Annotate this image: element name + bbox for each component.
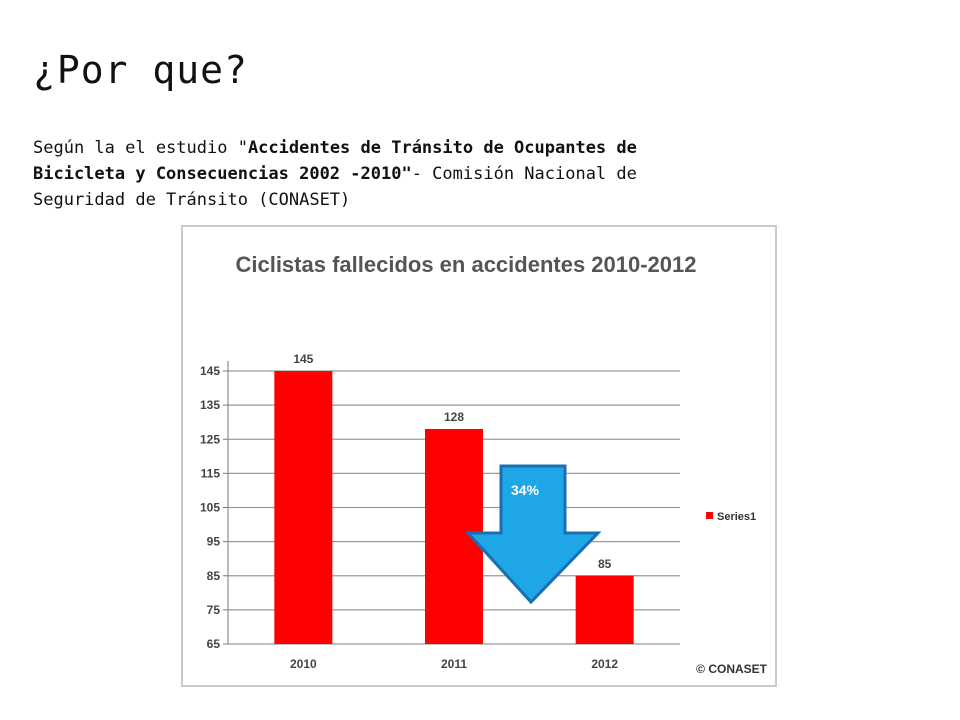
y-tick-label: 85 bbox=[207, 569, 221, 583]
x-tick-label-2010: 2010 bbox=[290, 657, 317, 671]
y-tick-label: 95 bbox=[207, 535, 221, 549]
source-text: Según la el estudio "Accidentes de Tráns… bbox=[33, 135, 733, 213]
bars-layer: 145 2010 128 2011 85 2012 bbox=[274, 352, 634, 671]
source-prefix: Según la el estudio " bbox=[33, 138, 248, 158]
y-tick-label: 125 bbox=[200, 432, 220, 446]
x-tick-label-2012: 2012 bbox=[591, 657, 618, 671]
data-label-2012: 85 bbox=[598, 557, 612, 571]
credit-label: © CONASET bbox=[696, 662, 768, 676]
bar-2012 bbox=[575, 575, 634, 644]
data-label-2010: 145 bbox=[293, 352, 313, 366]
x-tick-label-2011: 2011 bbox=[441, 657, 467, 671]
y-tick-label: 115 bbox=[201, 466, 221, 480]
y-tick-label: 135 bbox=[200, 398, 220, 412]
data-label-2011: 128 bbox=[444, 410, 464, 424]
study-title: Accidentes de Tránsito de Ocupantes de B… bbox=[33, 138, 637, 184]
down-arrow-icon bbox=[464, 464, 602, 605]
y-tick-label: 75 bbox=[207, 603, 221, 617]
y-tick-label: 105 bbox=[200, 501, 220, 515]
chart-frame: 65 75 85 95 105 115 125 135 145 Ciclistas fallec… bbox=[181, 225, 777, 687]
bar-2010 bbox=[274, 371, 333, 644]
legend-layer: Series1 bbox=[706, 511, 756, 523]
arrow-label: 34% bbox=[511, 482, 540, 498]
legend-swatch bbox=[706, 512, 713, 519]
arrow-layer: 34% bbox=[464, 464, 602, 605]
y-tick-label: 145 bbox=[200, 364, 220, 378]
y-tick-label: 65 bbox=[207, 637, 221, 651]
bar-chart: 65 75 85 95 105 115 125 135 145 Ciclistas fallec… bbox=[200, 252, 768, 676]
legend-label: Series1 bbox=[717, 511, 756, 523]
slide-title: ¿Por que? bbox=[33, 48, 248, 92]
chart-title: Ciclistas fallecidos en accidentes 2010-… bbox=[235, 252, 696, 277]
source-suffix: - Comisión Nacional de Seguridad de Trán… bbox=[33, 164, 637, 210]
